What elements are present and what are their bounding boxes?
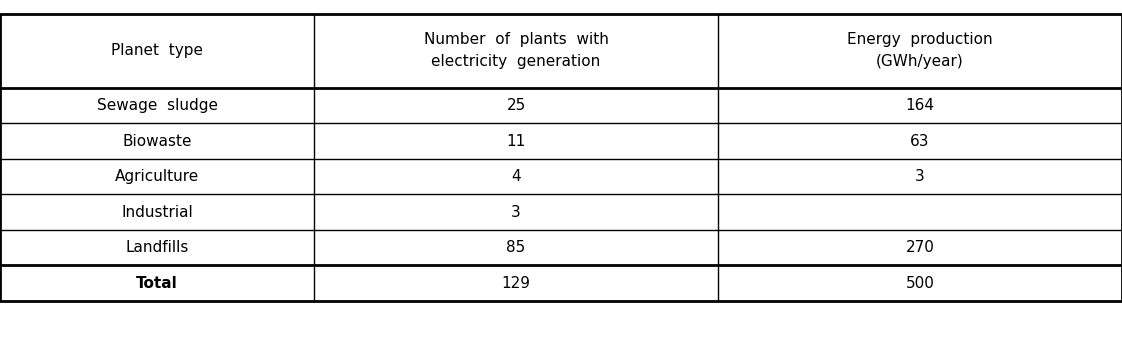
Text: Total: Total [136,275,178,291]
Text: 270: 270 [905,240,935,255]
Text: 500: 500 [905,275,935,291]
Text: 3: 3 [512,204,521,220]
Text: 164: 164 [905,98,935,113]
Text: Agriculture: Agriculture [114,169,200,184]
Text: Biowaste: Biowaste [122,134,192,149]
Text: 63: 63 [910,134,930,149]
Text: 4: 4 [512,169,521,184]
Text: 85: 85 [506,240,526,255]
Text: 11: 11 [506,134,526,149]
Text: Number  of  plants  with
electricity  generation: Number of plants with electricity genera… [424,32,608,69]
Bar [0,14,1122,301]
Text: Energy  production
(GWh/year): Energy production (GWh/year) [847,32,993,69]
Text: Industrial: Industrial [121,204,193,220]
Text: 3: 3 [916,169,925,184]
Text: Landfills: Landfills [126,240,188,255]
Text: Sewage  sludge: Sewage sludge [96,98,218,113]
Text: 129: 129 [502,275,531,291]
Text: 25: 25 [506,98,526,113]
Text: Planet  type: Planet type [111,43,203,58]
